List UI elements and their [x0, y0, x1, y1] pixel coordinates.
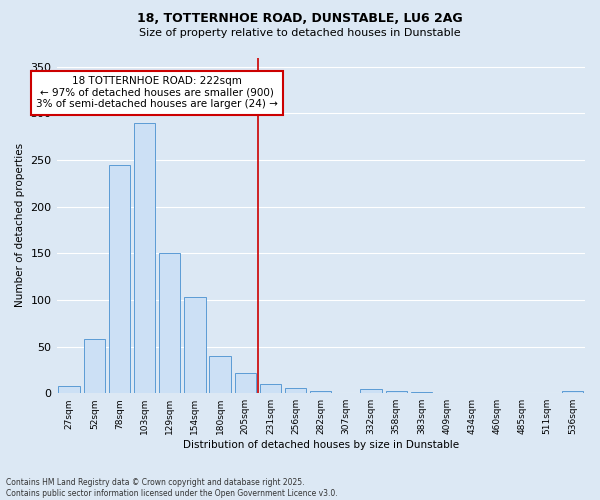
Bar — [386, 392, 407, 393]
Bar — [109, 164, 130, 393]
Bar — [411, 392, 432, 393]
Text: 18 TOTTERNHOE ROAD: 222sqm
← 97% of detached houses are smaller (900)
3% of semi: 18 TOTTERNHOE ROAD: 222sqm ← 97% of deta… — [36, 76, 278, 110]
Bar — [310, 392, 331, 393]
Bar — [235, 372, 256, 393]
Bar — [209, 356, 231, 393]
Bar — [134, 123, 155, 393]
Text: Contains HM Land Registry data © Crown copyright and database right 2025.
Contai: Contains HM Land Registry data © Crown c… — [6, 478, 338, 498]
X-axis label: Distribution of detached houses by size in Dunstable: Distribution of detached houses by size … — [183, 440, 459, 450]
Bar — [58, 386, 80, 393]
Text: 18, TOTTERNHOE ROAD, DUNSTABLE, LU6 2AG: 18, TOTTERNHOE ROAD, DUNSTABLE, LU6 2AG — [137, 12, 463, 26]
Bar — [260, 384, 281, 393]
Bar — [562, 392, 583, 393]
Text: Size of property relative to detached houses in Dunstable: Size of property relative to detached ho… — [139, 28, 461, 38]
Y-axis label: Number of detached properties: Number of detached properties — [15, 144, 25, 308]
Bar — [83, 339, 105, 393]
Bar — [361, 390, 382, 393]
Bar — [285, 388, 307, 393]
Bar — [184, 297, 206, 393]
Bar — [159, 254, 181, 393]
